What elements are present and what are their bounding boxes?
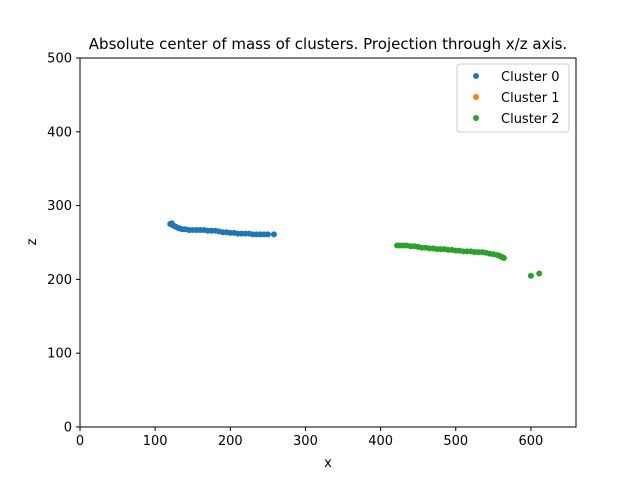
- cluster-2-point-32: [527, 272, 534, 279]
- chart-title: Absolute center of mass of clusters. Pro…: [89, 35, 567, 53]
- x-axis: 0 100 200 300 400 500 600: [76, 427, 543, 449]
- y-tick-label-5: 500: [47, 52, 72, 67]
- x-tick-label-1: 100: [143, 434, 168, 449]
- x-tick-label-4: 400: [368, 434, 393, 449]
- legend-marker-cluster-1: [473, 94, 479, 100]
- y-tick-label-0: 0: [64, 421, 72, 436]
- cluster-0-point-31: [270, 231, 277, 238]
- y-axis-label: z: [25, 238, 40, 245]
- x-tick-label-0: 0: [76, 434, 84, 449]
- y-tick-label-1: 100: [47, 347, 72, 362]
- legend-marker-cluster-0: [473, 73, 479, 79]
- x-tick-label-2: 200: [218, 434, 243, 449]
- y-tick-label-3: 300: [47, 199, 72, 214]
- cluster-0-point-30: [264, 231, 271, 238]
- cluster-2-point-31: [500, 255, 507, 261]
- legend-label-cluster-1: Cluster 1: [501, 91, 560, 106]
- y-tick-label-4: 400: [47, 125, 72, 140]
- x-tick-label-6: 600: [518, 434, 543, 449]
- x-tick-label-3: 300: [293, 434, 318, 449]
- plot-frame: [79, 57, 577, 428]
- x-tick-label-5: 500: [443, 434, 468, 449]
- legend-label-cluster-0: Cluster 0: [501, 70, 560, 85]
- plot-marks: [167, 220, 543, 279]
- legend-label-cluster-2: Cluster 2: [501, 112, 560, 127]
- legend-marker-cluster-2: [473, 115, 479, 121]
- x-axis-label: x: [324, 456, 332, 471]
- y-axis: 0 100 200 300 400 500: [47, 52, 80, 436]
- legend: Cluster 0 Cluster 1 Cluster 2: [456, 63, 570, 133]
- cluster-2-point-33: [536, 270, 543, 277]
- legend-frame: [456, 63, 570, 133]
- y-tick-label-2: 200: [47, 273, 72, 288]
